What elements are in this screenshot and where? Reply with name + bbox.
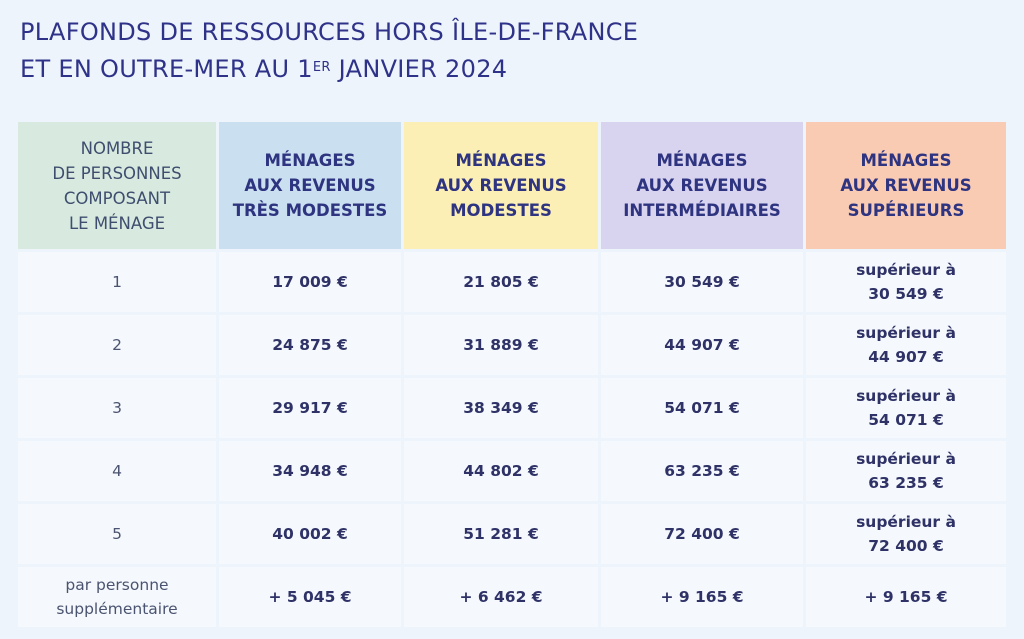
- page-title: PLAFONDS DE RESSOURCES HORS ÎLE-DE-FRANC…: [20, 14, 638, 88]
- header-superieurs: MÉNAGES AUX REVENUS SUPÉRIEURS: [806, 122, 1006, 249]
- header-line: AUX REVENUS: [244, 176, 376, 195]
- header-line: AUX REVENUS: [636, 176, 768, 195]
- header-row: NOMBRE DE PERSONNES COMPOSANT LE MÉNAGE MÉNA…: [18, 122, 1006, 249]
- cell-superieurs: supérieur à 44 907 €: [806, 315, 1006, 375]
- header-line: TRÈS MODESTES: [232, 201, 388, 220]
- header-line: AUX REVENUS: [840, 176, 972, 195]
- cell-persons: 5: [18, 504, 216, 564]
- cell-line: supérieur à: [856, 513, 956, 531]
- title-line-2-text: ET EN OUTRE-MER AU 1: [20, 55, 313, 83]
- cell-persons: par personne supplémentaire: [18, 567, 216, 627]
- cell-line: 63 235 €: [868, 474, 944, 492]
- table-row: par personne supplémentaire + 5 045 € + 6 4…: [18, 567, 1006, 627]
- table-row: 2 24 875 €31 889 €44 907 € supérieur à 44 9…: [18, 315, 1006, 375]
- header-line: LE MÉNAGE: [68, 213, 166, 233]
- cell-line: 3: [112, 399, 122, 417]
- header-line: SUPÉRIEURS: [847, 201, 965, 220]
- cell-persons: 1: [18, 252, 216, 312]
- cell-tres-modestes: 34 948 €: [219, 441, 401, 501]
- table-row: 1 17 009 €21 805 €30 549 € supérieur à 30 5…: [18, 252, 1006, 312]
- cell-persons: 4: [18, 441, 216, 501]
- income-ceiling-table: NOMBRE DE PERSONNES COMPOSANT LE MÉNAGE MÉNA…: [15, 119, 1009, 630]
- header-tres-modestes: MÉNAGES AUX REVENUS TRÈS MODESTES: [219, 122, 401, 249]
- cell-line: par personne: [65, 576, 169, 594]
- header-line: AUX REVENUS: [435, 176, 567, 195]
- cell-line: 2: [112, 336, 122, 354]
- cell-intermediaires: 72 400 €: [601, 504, 803, 564]
- cell-line: 4: [112, 462, 122, 480]
- header-line: MÉNAGES: [455, 151, 547, 170]
- cell-modestes: + 6 462 €: [404, 567, 598, 627]
- title-superscript: ER: [312, 60, 331, 75]
- cell-persons: 2: [18, 315, 216, 375]
- cell-intermediaires: 30 549 €: [601, 252, 803, 312]
- cell-modestes: 31 889 €: [404, 315, 598, 375]
- cell-line: supérieur à: [856, 450, 956, 468]
- title-line-1: PLAFONDS DE RESSOURCES HORS ÎLE-DE-FRANC…: [20, 18, 639, 46]
- title-line-2: ET EN OUTRE-MER AU 1ER JANVIER 2024: [20, 51, 638, 88]
- cell-superieurs: + 9 165 €: [806, 567, 1006, 627]
- header-line: MODESTES: [450, 201, 552, 220]
- cell-line: 44 907 €: [868, 348, 944, 366]
- cell-line: 72 400 €: [868, 537, 944, 555]
- cell-tres-modestes: 29 917 €: [219, 378, 401, 438]
- header-modestes: MÉNAGES AUX REVENUS MODESTES: [404, 122, 598, 249]
- cell-line: supérieur à: [856, 261, 956, 279]
- cell-persons: 3: [18, 378, 216, 438]
- table-row: 4 34 948 €44 802 €63 235 € supérieur à 63 2…: [18, 441, 1006, 501]
- cell-line: 54 071 €: [868, 411, 944, 429]
- cell-intermediaires: + 9 165 €: [601, 567, 803, 627]
- cell-tres-modestes: 40 002 €: [219, 504, 401, 564]
- cell-line: supérieur à: [856, 387, 956, 405]
- cell-modestes: 44 802 €: [404, 441, 598, 501]
- cell-superieurs: supérieur à 54 071 €: [806, 378, 1006, 438]
- header-line: MÉNAGES: [656, 151, 748, 170]
- cell-intermediaires: 63 235 €: [601, 441, 803, 501]
- header-line: MÉNAGES: [264, 151, 356, 170]
- cell-tres-modestes: + 5 045 €: [219, 567, 401, 627]
- cell-line: 5: [112, 525, 122, 543]
- cell-modestes: 38 349 €: [404, 378, 598, 438]
- cell-superieurs: supérieur à 30 549 €: [806, 252, 1006, 312]
- table-row: 5 40 002 €51 281 €72 400 € supérieur à 72 4…: [18, 504, 1006, 564]
- cell-line: supérieur à: [856, 324, 956, 342]
- header-line: INTERMÉDIAIRES: [623, 201, 781, 220]
- cell-intermediaires: 44 907 €: [601, 315, 803, 375]
- header-line: MÉNAGES: [860, 151, 952, 170]
- table-row: 3 29 917 €38 349 €54 071 € supérieur à 54 0…: [18, 378, 1006, 438]
- header-line: COMPOSANT: [63, 188, 171, 208]
- cell-modestes: 51 281 €: [404, 504, 598, 564]
- cell-line: + 9 165 €: [864, 588, 948, 606]
- cell-modestes: 21 805 €: [404, 252, 598, 312]
- title-line-2-end: JANVIER 2024: [330, 55, 508, 83]
- cell-tres-modestes: 24 875 €: [219, 315, 401, 375]
- header-persons: NOMBRE DE PERSONNES COMPOSANT LE MÉNAGE: [18, 122, 216, 249]
- cell-line: supplémentaire: [56, 600, 178, 618]
- header-line: NOMBRE: [80, 138, 154, 158]
- header-line: DE PERSONNES: [52, 163, 182, 183]
- cell-line: 30 549 €: [868, 285, 944, 303]
- cell-superieurs: supérieur à 72 400 €: [806, 504, 1006, 564]
- cell-superieurs: supérieur à 63 235 €: [806, 441, 1006, 501]
- cell-tres-modestes: 17 009 €: [219, 252, 401, 312]
- header-intermediaires: MÉNAGES AUX REVENUS INTERMÉDIAIRES: [601, 122, 803, 249]
- cell-line: 1: [112, 273, 122, 291]
- cell-intermediaires: 54 071 €: [601, 378, 803, 438]
